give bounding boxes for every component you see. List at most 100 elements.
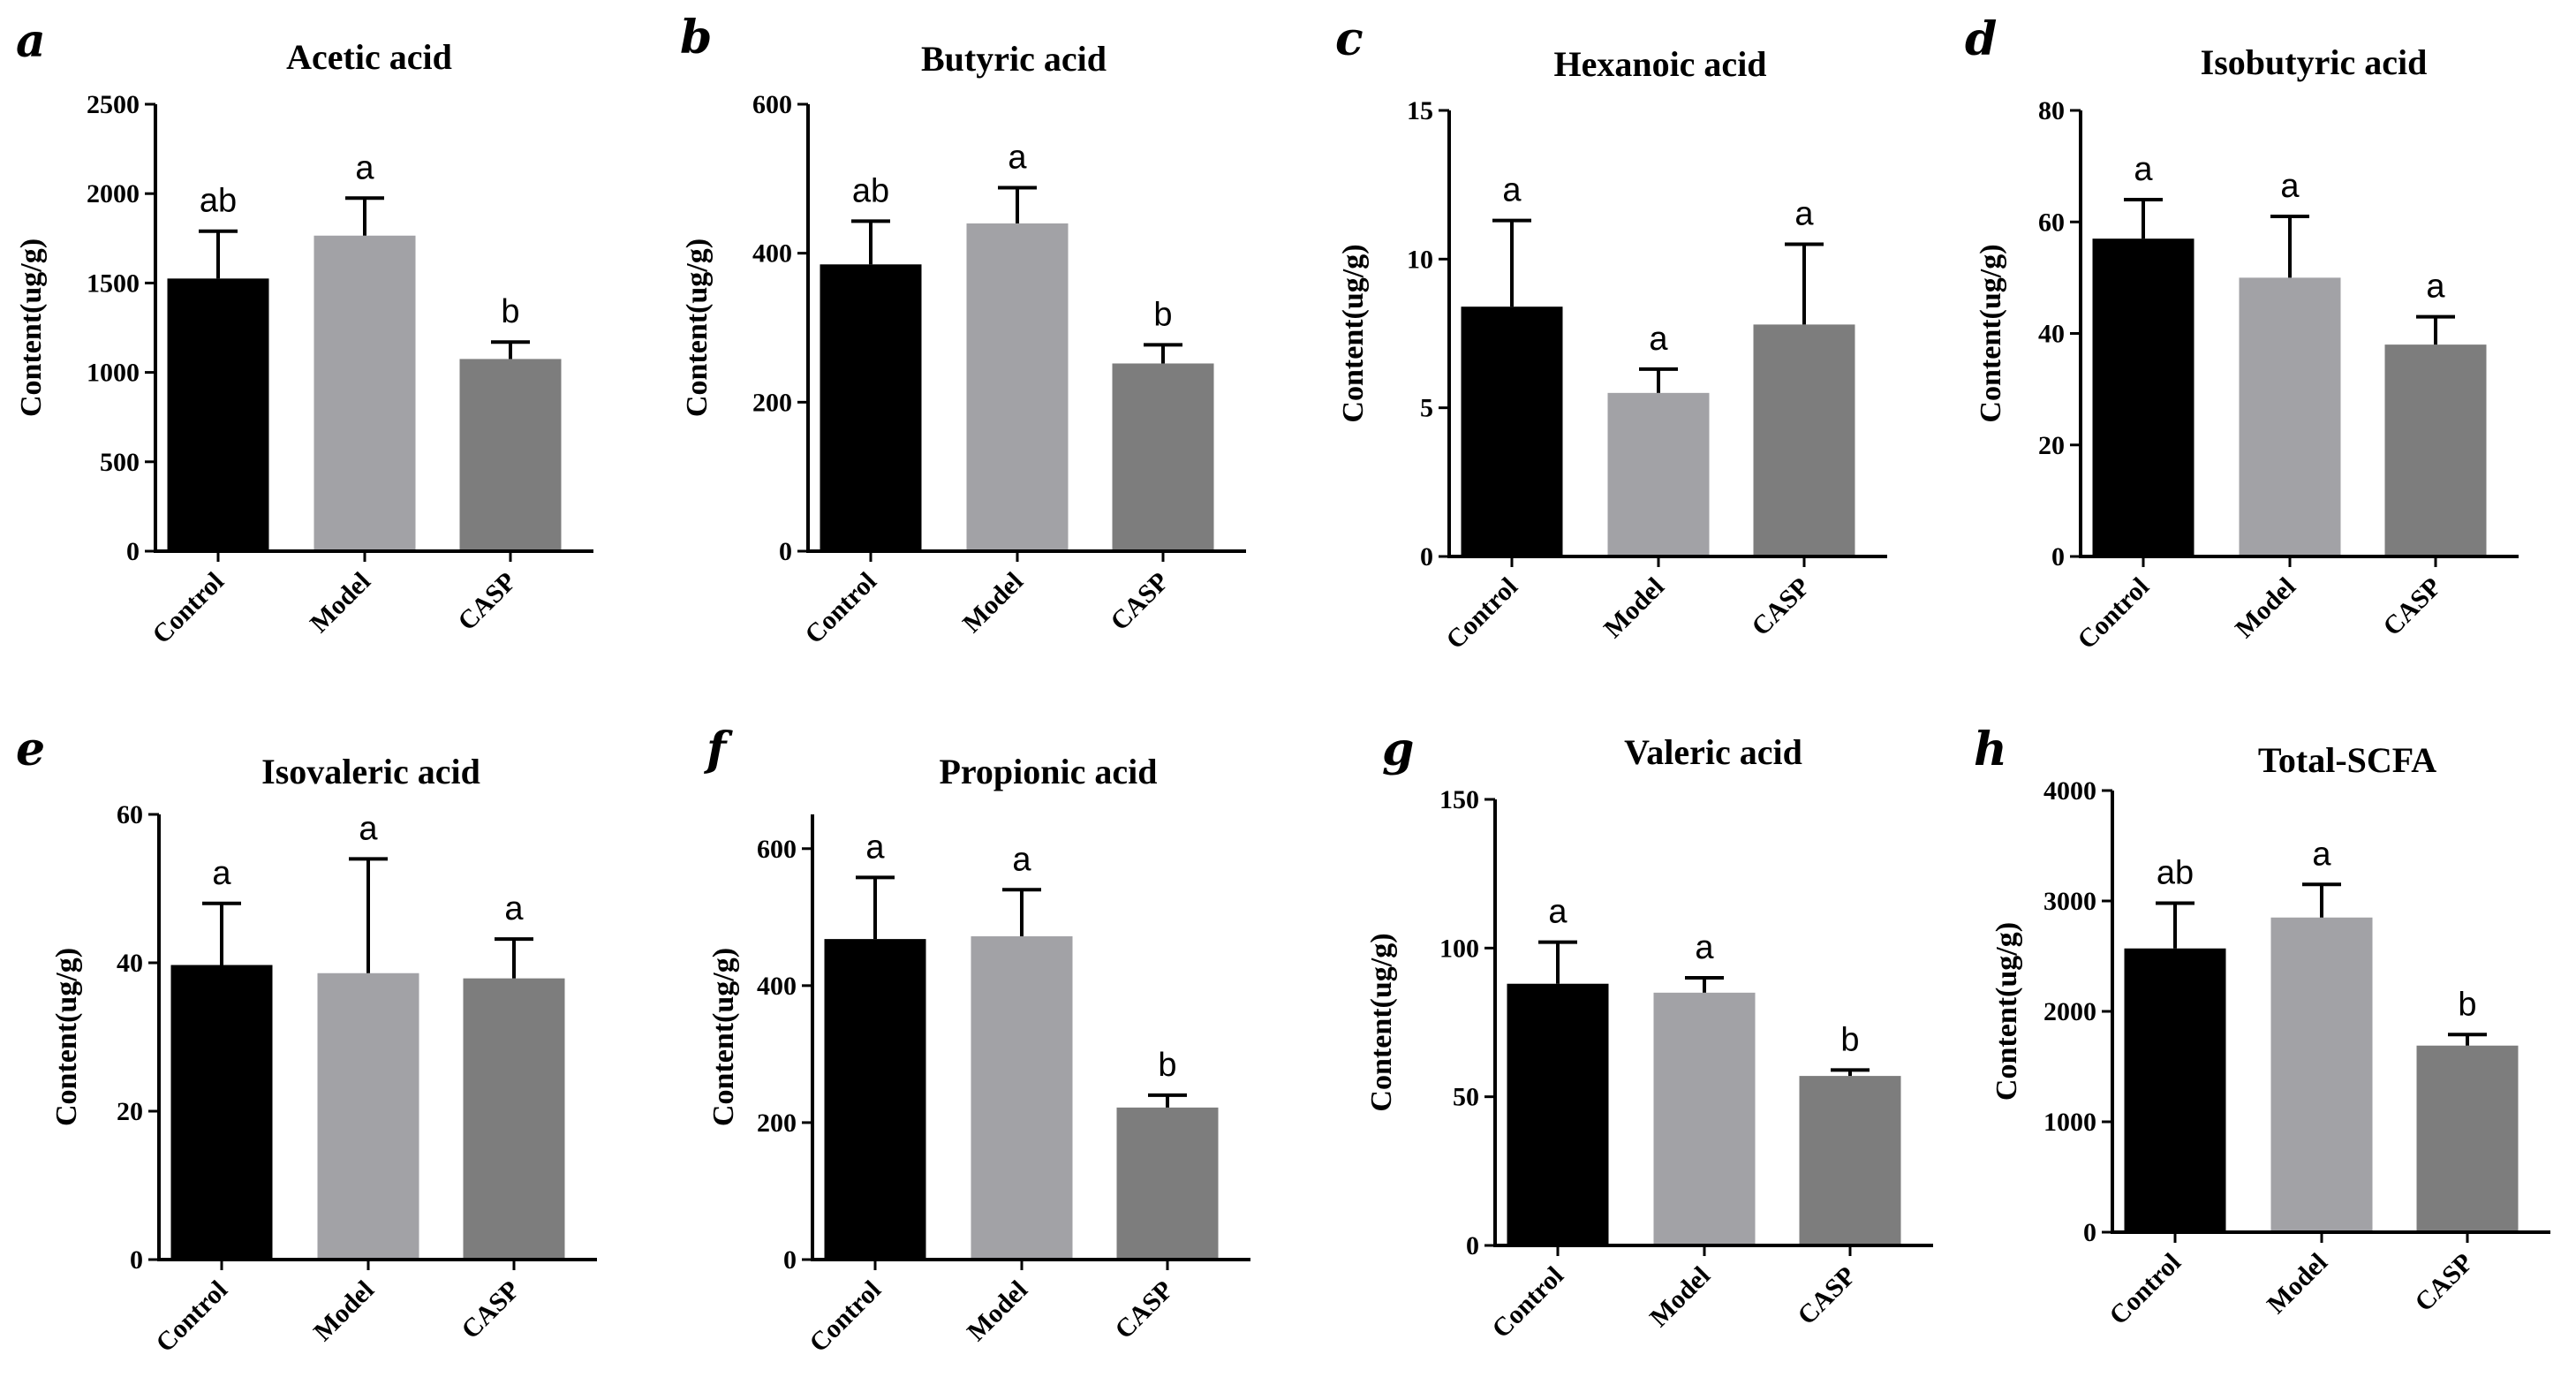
x-tick-label: Model [957,567,1029,639]
significance-label: a [359,810,378,847]
panel-letter: h [1974,723,2007,776]
y-tick-label: 0 [126,537,140,566]
significance-label: ab [200,183,237,220]
y-tick-label: 600 [752,90,792,119]
y-tick-label: 100 [1439,934,1479,963]
panel-letter: f [703,723,733,776]
significance-label: a [1695,929,1714,966]
significance-label: a [2426,269,2445,306]
y-tick-label: 600 [757,835,797,864]
x-tick-label: CASP [1746,572,1816,642]
x-tick-label: CASP [2377,572,2447,642]
significance-label: a [1649,321,1668,358]
significance-label: a [212,855,231,892]
significance-label: a [1008,139,1027,176]
x-tick-label: Model [305,567,376,639]
chart-panel-e: e Isovaleric acid Content(ug/g) a a a 0 20 40 60 C… [16,723,597,1358]
x-tick-label: Model [1644,1261,1716,1333]
y-tick-label: 80 [2038,96,2065,125]
bar-model [1607,392,1710,556]
y-tick-label: 400 [752,239,792,269]
bar-control [2124,948,2226,1232]
significance-label: a [1012,841,1031,878]
bar-control [1507,983,1609,1245]
x-tick-label: Model [2230,572,2301,644]
y-tick-label: 200 [752,388,792,417]
bar-model [314,235,416,551]
chart-title: Valeric acid [1624,732,1802,772]
chart-title: Butyric acid [921,39,1107,79]
y-tick-label: 200 [757,1109,797,1138]
bar-casp [463,978,565,1260]
y-tick-label: 400 [757,972,797,1001]
x-tick-label: Control [1440,572,1523,655]
x-tick-label: Control [2104,1248,2187,1331]
significance-label: a [1548,894,1568,931]
x-tick-label: Control [804,1275,887,1359]
significance-label: ab [852,172,889,209]
chart-panel-b: b Butyric acidContent(ug/g)abab0200400600… [680,11,1246,649]
bar-control [167,278,269,551]
panel-letter: c [1335,12,1364,66]
x-tick-label: Model [962,1275,1033,1347]
bar-model [966,223,1069,551]
y-tick-label: 20 [2038,431,2065,460]
bar-casp [459,359,562,551]
significance-label: b [501,293,519,330]
chart-title: Total-SCFA [2258,740,2436,780]
x-tick-label: CASP [1105,567,1175,637]
significance-label: a [2134,151,2153,188]
x-tick-label: Model [2262,1248,2333,1320]
significance-label: a [355,149,374,186]
y-tick-label: 60 [2038,208,2065,237]
significance-label: b [1153,296,1172,333]
y-tick-label: 500 [100,448,140,477]
y-axis-label: Content(ug/g) [707,948,740,1126]
bar-control [820,264,922,551]
y-tick-label: 0 [1420,542,1433,571]
y-tick-label: 50 [1453,1083,1479,1112]
significance-label: b [2458,986,2476,1023]
bar-casp [1799,1076,1901,1245]
y-tick-label: 2000 [87,179,140,208]
y-tick-label: 0 [1466,1231,1479,1260]
bar-model [2239,277,2341,556]
y-tick-label: 10 [1407,245,1433,274]
y-tick-label: 15 [1407,96,1433,125]
chart-title: Acetic acid [286,37,452,77]
y-tick-label: 1000 [2043,1108,2096,1137]
bar-model [317,973,419,1260]
panel-letter: d [1965,12,1997,66]
y-tick-label: 3000 [2043,887,2096,916]
x-tick-label: Model [308,1275,380,1347]
bar-control [1461,307,1563,556]
y-tick-label: 0 [2051,542,2065,571]
x-tick-label: Control [150,1275,233,1359]
bar-casp [1753,324,1855,556]
significance-label: a [865,829,885,866]
y-tick-label: 1500 [87,269,140,298]
y-tick-label: 150 [1439,785,1479,814]
significance-label: a [504,890,524,927]
x-tick-label: Control [1486,1261,1569,1344]
chart-title: Isobutyric acid [2201,42,2428,82]
bar-casp [2384,344,2487,556]
chart-panel-g: g Valeric acid Content(ug/g) a a b 0 50 100 150 Co… [1365,723,1933,1343]
bar-model [1653,992,1756,1245]
bar-control [170,965,273,1260]
y-tick-label: 40 [2038,320,2065,349]
y-tick-label: 0 [783,1245,797,1275]
panel-letter: a [16,14,46,68]
chart-panel-c: c Hexanoic acid Content(ug/g) a a a 0 5 10 15 Cont… [1335,12,1887,655]
x-tick-label: CASP [456,1275,525,1345]
chart-title: Hexanoic acid [1553,44,1766,84]
x-tick-label: CASP [452,567,522,637]
bar-casp [2416,1045,2519,1232]
x-tick-label: Control [147,567,230,650]
y-tick-label: 20 [117,1097,143,1126]
x-tick-label: Control [799,567,882,650]
y-tick-label: 1000 [87,359,140,388]
y-tick-label: 2000 [2043,997,2096,1026]
bar-casp [1116,1107,1219,1260]
x-tick-label: CASP [1792,1261,1862,1331]
